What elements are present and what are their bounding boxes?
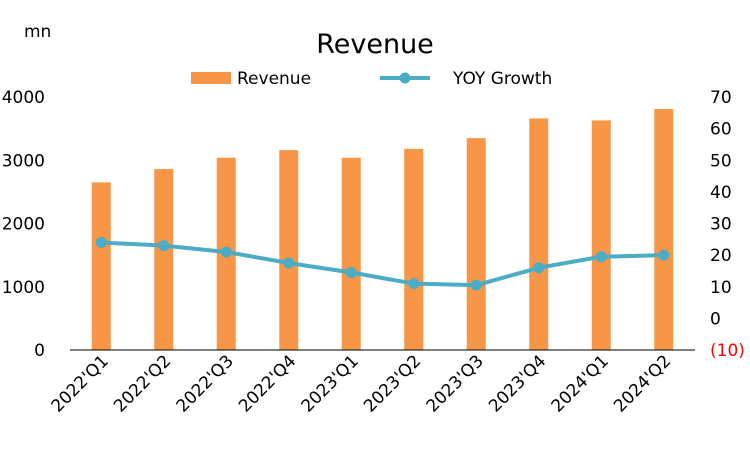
revenue-bar [466, 138, 486, 350]
chart-title: Revenue [316, 29, 434, 60]
yoy-growth-point [158, 240, 170, 252]
right-tick-label: 40 [710, 183, 732, 203]
x-axis-labels: 2022'Q12022'Q22022'Q32022'Q42023'Q12023'… [48, 351, 676, 416]
left-tick-label: 0 [34, 341, 45, 361]
yoy-growth-point [345, 267, 357, 279]
legend-swatch-revenue [191, 72, 231, 84]
revenue-bar [404, 148, 424, 350]
revenue-bar [529, 118, 549, 350]
legend-marker-yoy [399, 72, 411, 84]
x-tick-label: 2024'Q2 [610, 351, 675, 416]
right-tick-label: 60 [710, 120, 732, 140]
yoy-growth-point [533, 262, 545, 274]
x-tick-label: 2022'Q2 [110, 351, 175, 416]
left-tick-label: 1000 [2, 278, 45, 298]
left-tick-label: 4000 [2, 88, 45, 108]
x-tick-label: 2024'Q1 [548, 351, 613, 416]
right-tick-label: 0 [710, 309, 721, 329]
right-tick-label: 10 [710, 278, 732, 298]
x-tick-label: 2023'Q1 [298, 351, 363, 416]
right-tick-label: 50 [710, 151, 732, 171]
yoy-growth-point [658, 249, 670, 261]
revenue-bar [279, 150, 299, 350]
revenue-bar [154, 169, 174, 350]
x-tick-label: 2022'Q4 [235, 351, 300, 416]
right-tick-label: (10) [710, 341, 745, 361]
legend-label-yoy: YOY Growth [452, 69, 552, 89]
yoy-growth-line [101, 240, 664, 288]
yoy-growth-point [283, 257, 295, 269]
x-tick-label: 2022'Q1 [48, 351, 113, 416]
yoy-growth-series [95, 236, 670, 291]
right-axis-ticks: 70 60 50 40 30 20 10 0 (10) [710, 88, 745, 361]
yoy-growth-point [95, 236, 107, 248]
legend-label-revenue: Revenue [237, 69, 311, 89]
yoy-growth-point [408, 278, 420, 290]
x-tick-label: 2023'Q3 [423, 351, 488, 416]
left-tick-label: 3000 [2, 151, 45, 171]
x-tick-label: 2023'Q2 [360, 351, 425, 416]
yoy-growth-point [595, 251, 607, 263]
unit-label: mn [24, 22, 51, 42]
revenue-bar [91, 182, 111, 350]
revenue-bar [591, 120, 611, 350]
yoy-growth-point [470, 279, 482, 291]
yoy-growth-point [220, 246, 232, 258]
right-tick-label: 20 [710, 246, 732, 266]
right-tick-label: 30 [710, 215, 732, 235]
revenue-bars [91, 109, 674, 350]
right-tick-label: 70 [710, 88, 732, 108]
revenue-bar [654, 109, 674, 350]
x-tick-label: 2022'Q3 [173, 351, 238, 416]
left-axis-ticks: 0 1000 2000 3000 4000 [2, 88, 45, 361]
x-tick-label: 2023'Q4 [485, 351, 550, 416]
legend: Revenue YOY Growth [191, 69, 552, 89]
left-tick-label: 2000 [2, 215, 45, 235]
revenue-bar [341, 157, 361, 350]
